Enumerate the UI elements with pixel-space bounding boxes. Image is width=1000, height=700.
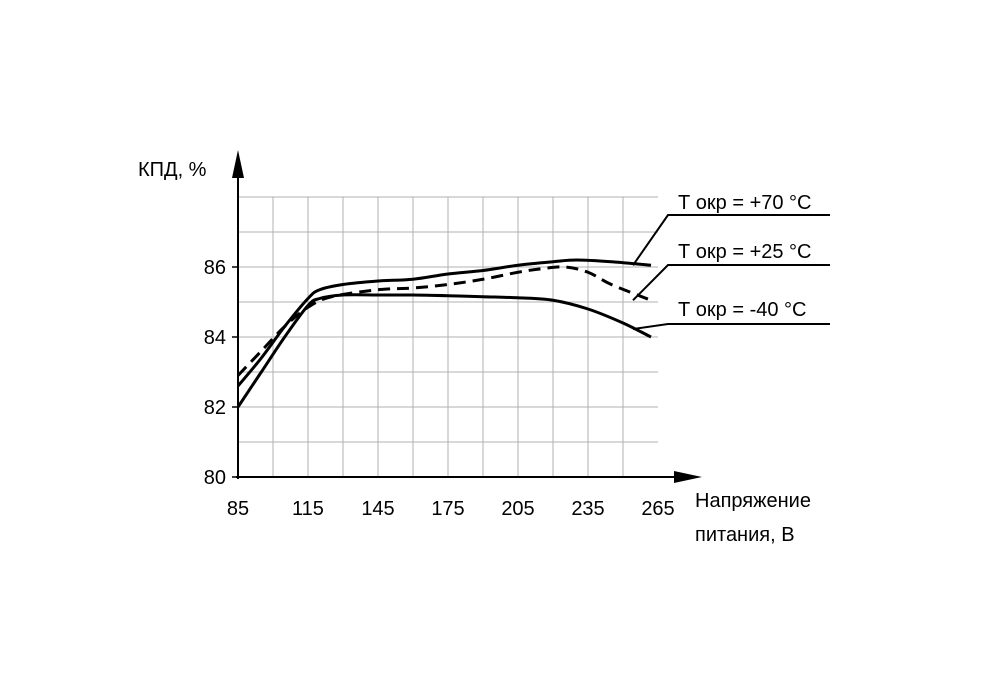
y-axis-arrow: [232, 150, 244, 178]
y-tick-label: 84: [204, 327, 226, 349]
y-tick-label: 86: [204, 257, 226, 279]
x-tick-label: 265: [641, 498, 674, 520]
tick-labels: 85 115 145 175 205 235 265 80 82 84 86: [204, 257, 675, 520]
series-line-minus-40: [236, 293, 652, 408]
x-tick-label: 85: [227, 498, 249, 520]
series-line-plus-70: [236, 258, 652, 387]
series-lines: [236, 258, 652, 408]
x-tick-label: 145: [361, 498, 394, 520]
axes: [232, 150, 702, 483]
x-tick-label: 235: [571, 498, 604, 520]
legend-leader-line: [632, 264, 830, 301]
x-axis-title-line-1: Напряжение: [695, 490, 811, 512]
x-axis-arrow: [674, 471, 702, 483]
legend-label-minus-40: Т окр = -40 °С: [678, 299, 806, 321]
legend-label-plus-70: Т окр = +70 °С: [678, 192, 812, 214]
legend-leader-line: [632, 214, 830, 266]
x-tick-label: 115: [292, 498, 324, 520]
y-tick-label: 80: [204, 467, 226, 489]
x-tick-label: 175: [431, 498, 464, 520]
y-axis-title: КПД, %: [138, 159, 207, 181]
legend-callouts: Т окр = +70 °С Т окр = +25 °С Т окр = -40 …: [632, 192, 830, 330]
x-axis-title-line-2: питания, В: [695, 524, 795, 546]
x-tick-label: 205: [501, 498, 534, 520]
legend-label-plus-25: Т окр = +25 °С: [678, 241, 812, 263]
y-tick-label: 82: [204, 397, 226, 419]
series-line-plus-25: [236, 265, 652, 377]
grid: [238, 196, 658, 477]
legend-leader-line: [632, 323, 830, 330]
